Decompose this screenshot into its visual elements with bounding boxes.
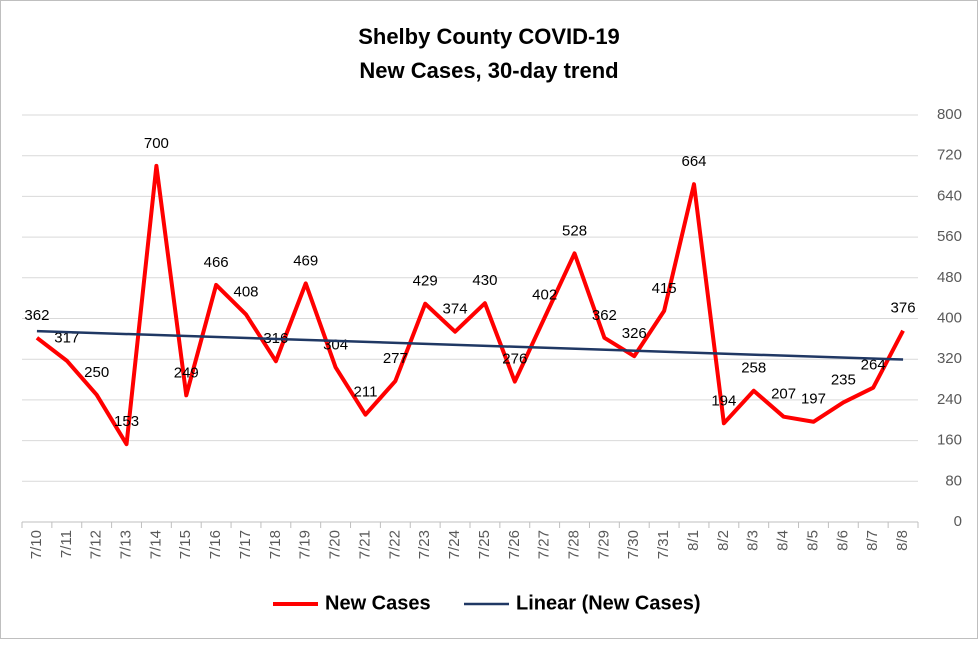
data-label: 429 bbox=[413, 273, 438, 290]
chart-title: Shelby County COVID-19 bbox=[358, 24, 620, 49]
y-tick-label: 0 bbox=[954, 513, 962, 530]
data-label: 408 bbox=[233, 283, 258, 300]
x-tick-label: 7/23 bbox=[416, 530, 433, 559]
data-label: 276 bbox=[502, 351, 527, 368]
data-label: 277 bbox=[383, 350, 408, 367]
data-label: 469 bbox=[293, 252, 318, 269]
x-tick-label: 8/7 bbox=[864, 530, 881, 551]
x-tick-label: 7/12 bbox=[88, 530, 105, 559]
data-label: 194 bbox=[711, 392, 736, 409]
data-label: 326 bbox=[622, 325, 647, 342]
data-label: 466 bbox=[204, 254, 229, 271]
legend-label: New Cases bbox=[325, 592, 431, 614]
y-tick-label: 640 bbox=[937, 187, 962, 204]
y-tick-label: 800 bbox=[937, 106, 962, 123]
data-label: 700 bbox=[144, 135, 169, 152]
data-label: 664 bbox=[681, 153, 706, 170]
x-tick-label: 7/14 bbox=[147, 530, 164, 559]
legend-label: Linear (New Cases) bbox=[516, 592, 701, 614]
x-tick-label: 7/17 bbox=[237, 530, 254, 559]
y-tick-label: 480 bbox=[937, 269, 962, 286]
x-tick-label: 7/22 bbox=[386, 530, 403, 559]
x-tick-label: 8/6 bbox=[834, 530, 851, 551]
data-label: 235 bbox=[831, 371, 856, 388]
x-tick-label: 7/31 bbox=[655, 530, 672, 559]
data-label: 528 bbox=[562, 222, 587, 239]
x-tick-label: 7/13 bbox=[118, 530, 135, 559]
x-tick-label: 7/24 bbox=[446, 530, 463, 559]
x-tick-label: 8/5 bbox=[804, 530, 821, 551]
x-tick-label: 7/20 bbox=[327, 530, 344, 559]
x-tick-label: 7/21 bbox=[356, 530, 373, 559]
x-tick-label: 8/3 bbox=[745, 530, 762, 551]
data-label: 207 bbox=[771, 386, 796, 403]
x-tick-label: 7/16 bbox=[207, 530, 224, 559]
x-tick-label: 8/1 bbox=[685, 530, 702, 551]
y-tick-label: 400 bbox=[937, 309, 962, 326]
data-label: 376 bbox=[891, 300, 916, 317]
data-label: 264 bbox=[861, 357, 886, 374]
y-tick-label: 720 bbox=[937, 147, 962, 164]
x-tick-label: 7/28 bbox=[566, 530, 583, 559]
data-label: 249 bbox=[174, 364, 199, 381]
y-tick-label: 240 bbox=[937, 391, 962, 408]
chart-title: New Cases, 30-day trend bbox=[359, 58, 618, 83]
x-tick-label: 7/29 bbox=[595, 530, 612, 559]
data-label: 211 bbox=[354, 384, 378, 401]
y-tick-label: 320 bbox=[937, 350, 962, 367]
data-label: 304 bbox=[323, 336, 348, 353]
x-tick-label: 7/30 bbox=[625, 530, 642, 559]
data-label: 317 bbox=[54, 330, 79, 347]
trend-line bbox=[36, 329, 904, 361]
data-label: 374 bbox=[443, 301, 468, 318]
y-tick-label: 560 bbox=[937, 228, 962, 245]
data-label: 197 bbox=[801, 391, 826, 408]
x-tick-label: 7/11 bbox=[58, 530, 75, 558]
data-label: 362 bbox=[24, 307, 49, 324]
y-tick-label: 160 bbox=[937, 432, 962, 449]
data-label: 402 bbox=[532, 286, 557, 303]
x-tick-label: 8/4 bbox=[775, 530, 792, 551]
x-tick-label: 7/25 bbox=[476, 530, 493, 559]
x-tick-label: 7/10 bbox=[28, 530, 45, 559]
x-tick-label: 7/19 bbox=[297, 530, 314, 559]
x-tick-label: 8/8 bbox=[894, 530, 911, 551]
data-label: 258 bbox=[741, 360, 766, 377]
data-label: 250 bbox=[84, 364, 109, 381]
x-tick-label: 7/26 bbox=[506, 530, 523, 559]
x-tick-label: 7/15 bbox=[177, 530, 194, 559]
data-label: 153 bbox=[114, 413, 139, 430]
x-tick-label: 7/18 bbox=[267, 530, 284, 559]
x-tick-label: 7/27 bbox=[536, 530, 553, 559]
data-label: 430 bbox=[472, 272, 497, 289]
data-line bbox=[35, 163, 905, 447]
y-tick-label: 80 bbox=[945, 472, 962, 489]
data-label: 362 bbox=[592, 307, 617, 324]
x-tick-label: 8/2 bbox=[715, 530, 732, 551]
data-label: 415 bbox=[652, 280, 677, 297]
